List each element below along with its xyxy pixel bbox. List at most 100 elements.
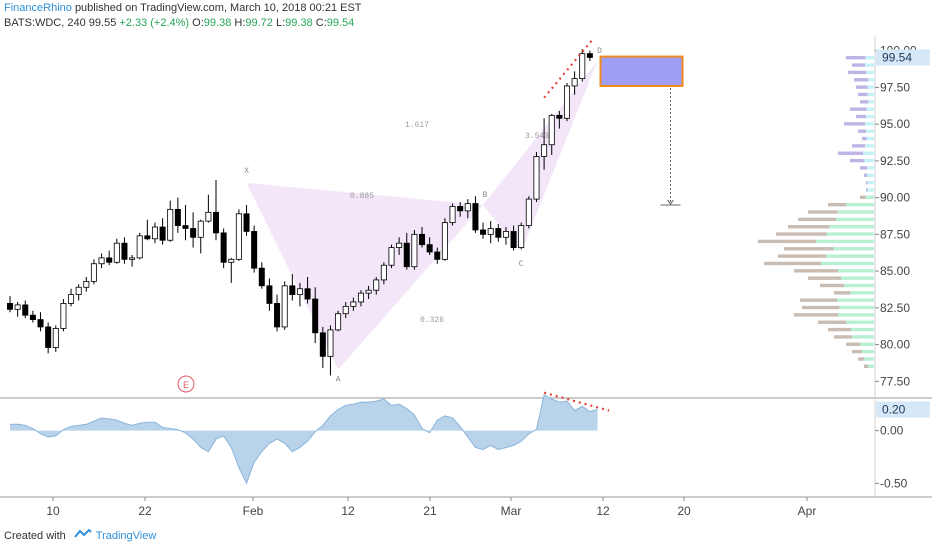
candle-body xyxy=(510,231,517,248)
volume-profile-bar-up xyxy=(850,291,874,295)
candle-body xyxy=(548,114,555,146)
candle-body xyxy=(144,235,151,240)
volume-profile-bar-up xyxy=(861,349,874,354)
volume-profile-bar-down xyxy=(856,85,868,89)
price-tick-label: 92.50 xyxy=(880,154,910,168)
open-value: 99.38 xyxy=(203,17,232,29)
prz-target-box xyxy=(599,55,684,87)
high-value: 99.72 xyxy=(245,17,273,29)
price-tick-label: 82.50 xyxy=(880,301,910,315)
volume-profile-bar-up xyxy=(837,210,874,214)
candle-body xyxy=(266,285,273,304)
volume-profile-bar-down xyxy=(852,349,862,354)
symbol-label[interactable]: BATS:WDC, 240 xyxy=(4,17,86,29)
time-tick-label: 10 xyxy=(46,504,60,518)
candle-body xyxy=(472,203,479,231)
oscillator-area xyxy=(10,394,598,484)
volume-profile-bar-down xyxy=(858,357,865,361)
volume-profile-bar-up xyxy=(866,107,874,111)
candle-body xyxy=(190,228,197,238)
candle-body xyxy=(205,211,212,222)
candle-body xyxy=(29,314,36,320)
candle-body xyxy=(480,229,487,235)
tradingview-logo-icon xyxy=(73,528,92,542)
volume-profile-bar-down xyxy=(802,305,840,310)
candle-body xyxy=(243,213,250,232)
candle-body xyxy=(106,257,113,263)
arrow-down-icon xyxy=(667,199,674,205)
volume-profile-bar-up xyxy=(836,217,874,222)
volume-profile-bar-up xyxy=(844,283,874,288)
candle-body xyxy=(556,114,563,119)
volume-profile-bar-down xyxy=(776,232,827,236)
volume-profile-bar-down xyxy=(850,158,865,163)
volume-profile-bar-down xyxy=(808,210,838,214)
volume-profile-bar-up xyxy=(838,269,874,273)
volume-profile-bar-down xyxy=(784,247,834,251)
volume-profile-bar-up xyxy=(868,364,874,369)
volume-profile-bar-up xyxy=(865,56,874,60)
volume-profile-bar-up xyxy=(868,78,874,82)
symbol-legend: BATS:WDC, 240 99.55 +2.33 (+2.4%) O:99.3… xyxy=(4,17,354,29)
oscillator-line xyxy=(10,394,598,485)
candle-body xyxy=(235,213,242,260)
volume-profile-bar-up xyxy=(838,313,874,317)
volume-profile-bar-up xyxy=(846,202,874,207)
volume-profile-bar-up xyxy=(866,136,874,141)
author-name[interactable]: FinanceRhino xyxy=(4,2,72,14)
candle-body xyxy=(167,208,174,241)
current-osc-label: 0.20 xyxy=(882,403,906,417)
volume-profile-bar-up xyxy=(846,320,874,324)
volume-profile-bar-down xyxy=(778,254,826,258)
candle-body xyxy=(579,53,586,80)
candle-body xyxy=(14,304,21,310)
pattern-point-label: A xyxy=(336,376,341,385)
candle-body xyxy=(327,329,334,357)
candle-body xyxy=(380,264,387,281)
candle-body xyxy=(357,292,364,303)
candle-body xyxy=(365,289,372,294)
candle-body xyxy=(83,280,90,288)
price-tick-label: 87.50 xyxy=(880,227,910,241)
pattern-xab-triangle xyxy=(246,182,484,370)
volume-profile-bar-down xyxy=(862,136,867,141)
volume-profile-bar-down xyxy=(844,122,865,126)
volume-profile-bar-down xyxy=(858,129,866,133)
volume-profile-bar-down xyxy=(846,56,866,60)
volume-profile-bar-down xyxy=(794,313,838,317)
candle-body xyxy=(396,242,403,248)
volume-profile-bar-down xyxy=(864,364,868,369)
volume-profile-bar-up xyxy=(867,188,874,192)
osc-tick-label: -0.50 xyxy=(880,476,908,490)
price-tick-label: 77.50 xyxy=(880,374,910,388)
volume-profile-bar-up xyxy=(865,144,874,148)
volume-profile-bar-up xyxy=(866,129,874,133)
candle-body xyxy=(319,332,326,357)
volume-profile-bar-up xyxy=(867,173,874,177)
volume-profile-bar-down xyxy=(848,70,867,75)
low-label: L: xyxy=(275,17,286,29)
candle-body xyxy=(464,203,471,212)
candle-body xyxy=(541,144,548,157)
candle-body xyxy=(197,220,204,238)
volume-profile-bar-down xyxy=(858,92,868,97)
candle-body xyxy=(281,285,288,328)
candle-body xyxy=(151,226,158,240)
volume-profile-bar-down xyxy=(798,217,836,222)
candle-body xyxy=(159,226,166,241)
earnings-marker-icon xyxy=(177,375,195,393)
time-tick-label: Apr xyxy=(798,504,817,518)
volume-profile-bar-up xyxy=(837,298,874,302)
volume-profile-bar-up xyxy=(852,335,874,339)
volume-profile-bar-up xyxy=(865,114,874,119)
candle-body xyxy=(113,242,120,263)
volume-profile-bar-up xyxy=(821,261,874,266)
pattern-ratio-label: 0.885 xyxy=(350,192,374,201)
candle-body xyxy=(312,298,319,334)
candle-body xyxy=(434,251,441,260)
time-tick-label: 12 xyxy=(341,504,355,518)
pattern-point-label: B xyxy=(483,191,488,200)
time-tick-label: 20 xyxy=(677,504,691,518)
tradingview-brand[interactable]: TradingView xyxy=(95,529,157,542)
